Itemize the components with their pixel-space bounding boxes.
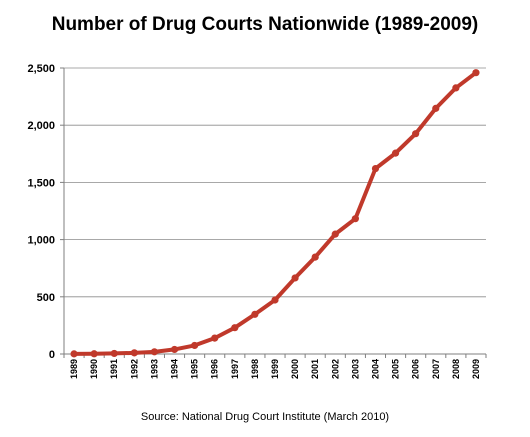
x-tick-label: 2007 [431,359,441,379]
data-points [70,69,480,358]
data-point [110,349,118,358]
series-line [72,70,478,356]
data-point [211,334,219,342]
data-point [191,341,199,350]
x-tick-labels: 1989 1990 1991 1992 1993 1994 1995 1996 1997 1998… [69,359,481,379]
data-point [351,215,359,223]
x-tick-label: 1996 [210,359,220,379]
chart-title: Number of Drug Courts Nationwide (1989-2… [51,14,479,35]
x-tick-label: 2001 [310,359,320,379]
x-tick-label: 2003 [350,359,360,379]
data-point [291,274,299,282]
data-point [331,230,339,238]
data-point [452,84,460,92]
x-tick-label: 2006 [411,359,421,379]
x-tick-label: 1993 [149,359,159,379]
y-tick-label: 1,000 [27,235,55,247]
x-tick-label: 2005 [391,359,401,379]
x-tick-label: 1999 [270,359,280,379]
data-point [271,296,279,304]
data-point [432,104,440,112]
x-tick-label: 1992 [129,359,139,379]
x-tick-label: 1998 [250,359,260,379]
data-point [170,345,179,354]
x-tick-label: 1991 [109,359,119,379]
data-point [311,253,319,261]
data-point [412,130,420,138]
x-tick-label: 2002 [330,359,340,379]
data-point [251,310,259,318]
data-point [130,349,138,357]
data-point [70,350,78,358]
x-tick-label: 1990 [89,359,99,379]
data-point [90,350,98,358]
y-tick-labels: 0 500 1,000 1,500 2,000 2,500 [27,63,55,361]
x-tick-label: 1995 [190,359,200,379]
y-tick-label: 2,000 [27,120,55,132]
y-tick-label: 1,500 [27,177,55,189]
y-tick-label: 2,500 [27,63,55,75]
x-tick-label: 2000 [290,359,300,379]
data-point [472,69,480,77]
data-point [231,324,239,332]
x-tick-label: 2009 [471,359,481,379]
x-tick-label: 1997 [230,359,240,379]
axes [60,67,487,358]
data-point [371,164,380,173]
x-tick-label: 1994 [170,359,180,379]
grid-lines [64,67,486,298]
y-tick-label: 500 [37,292,55,304]
x-tick-label: 1989 [69,359,79,379]
data-point [391,149,400,157]
x-tick-label: 2004 [370,359,380,379]
series-line-0 [72,70,478,356]
chart-source-note: Source: National Drug Court Institute (M… [140,411,390,423]
data-point [150,348,159,356]
y-tick-label: 0 [49,349,55,361]
x-tick-label: 2008 [451,359,461,379]
